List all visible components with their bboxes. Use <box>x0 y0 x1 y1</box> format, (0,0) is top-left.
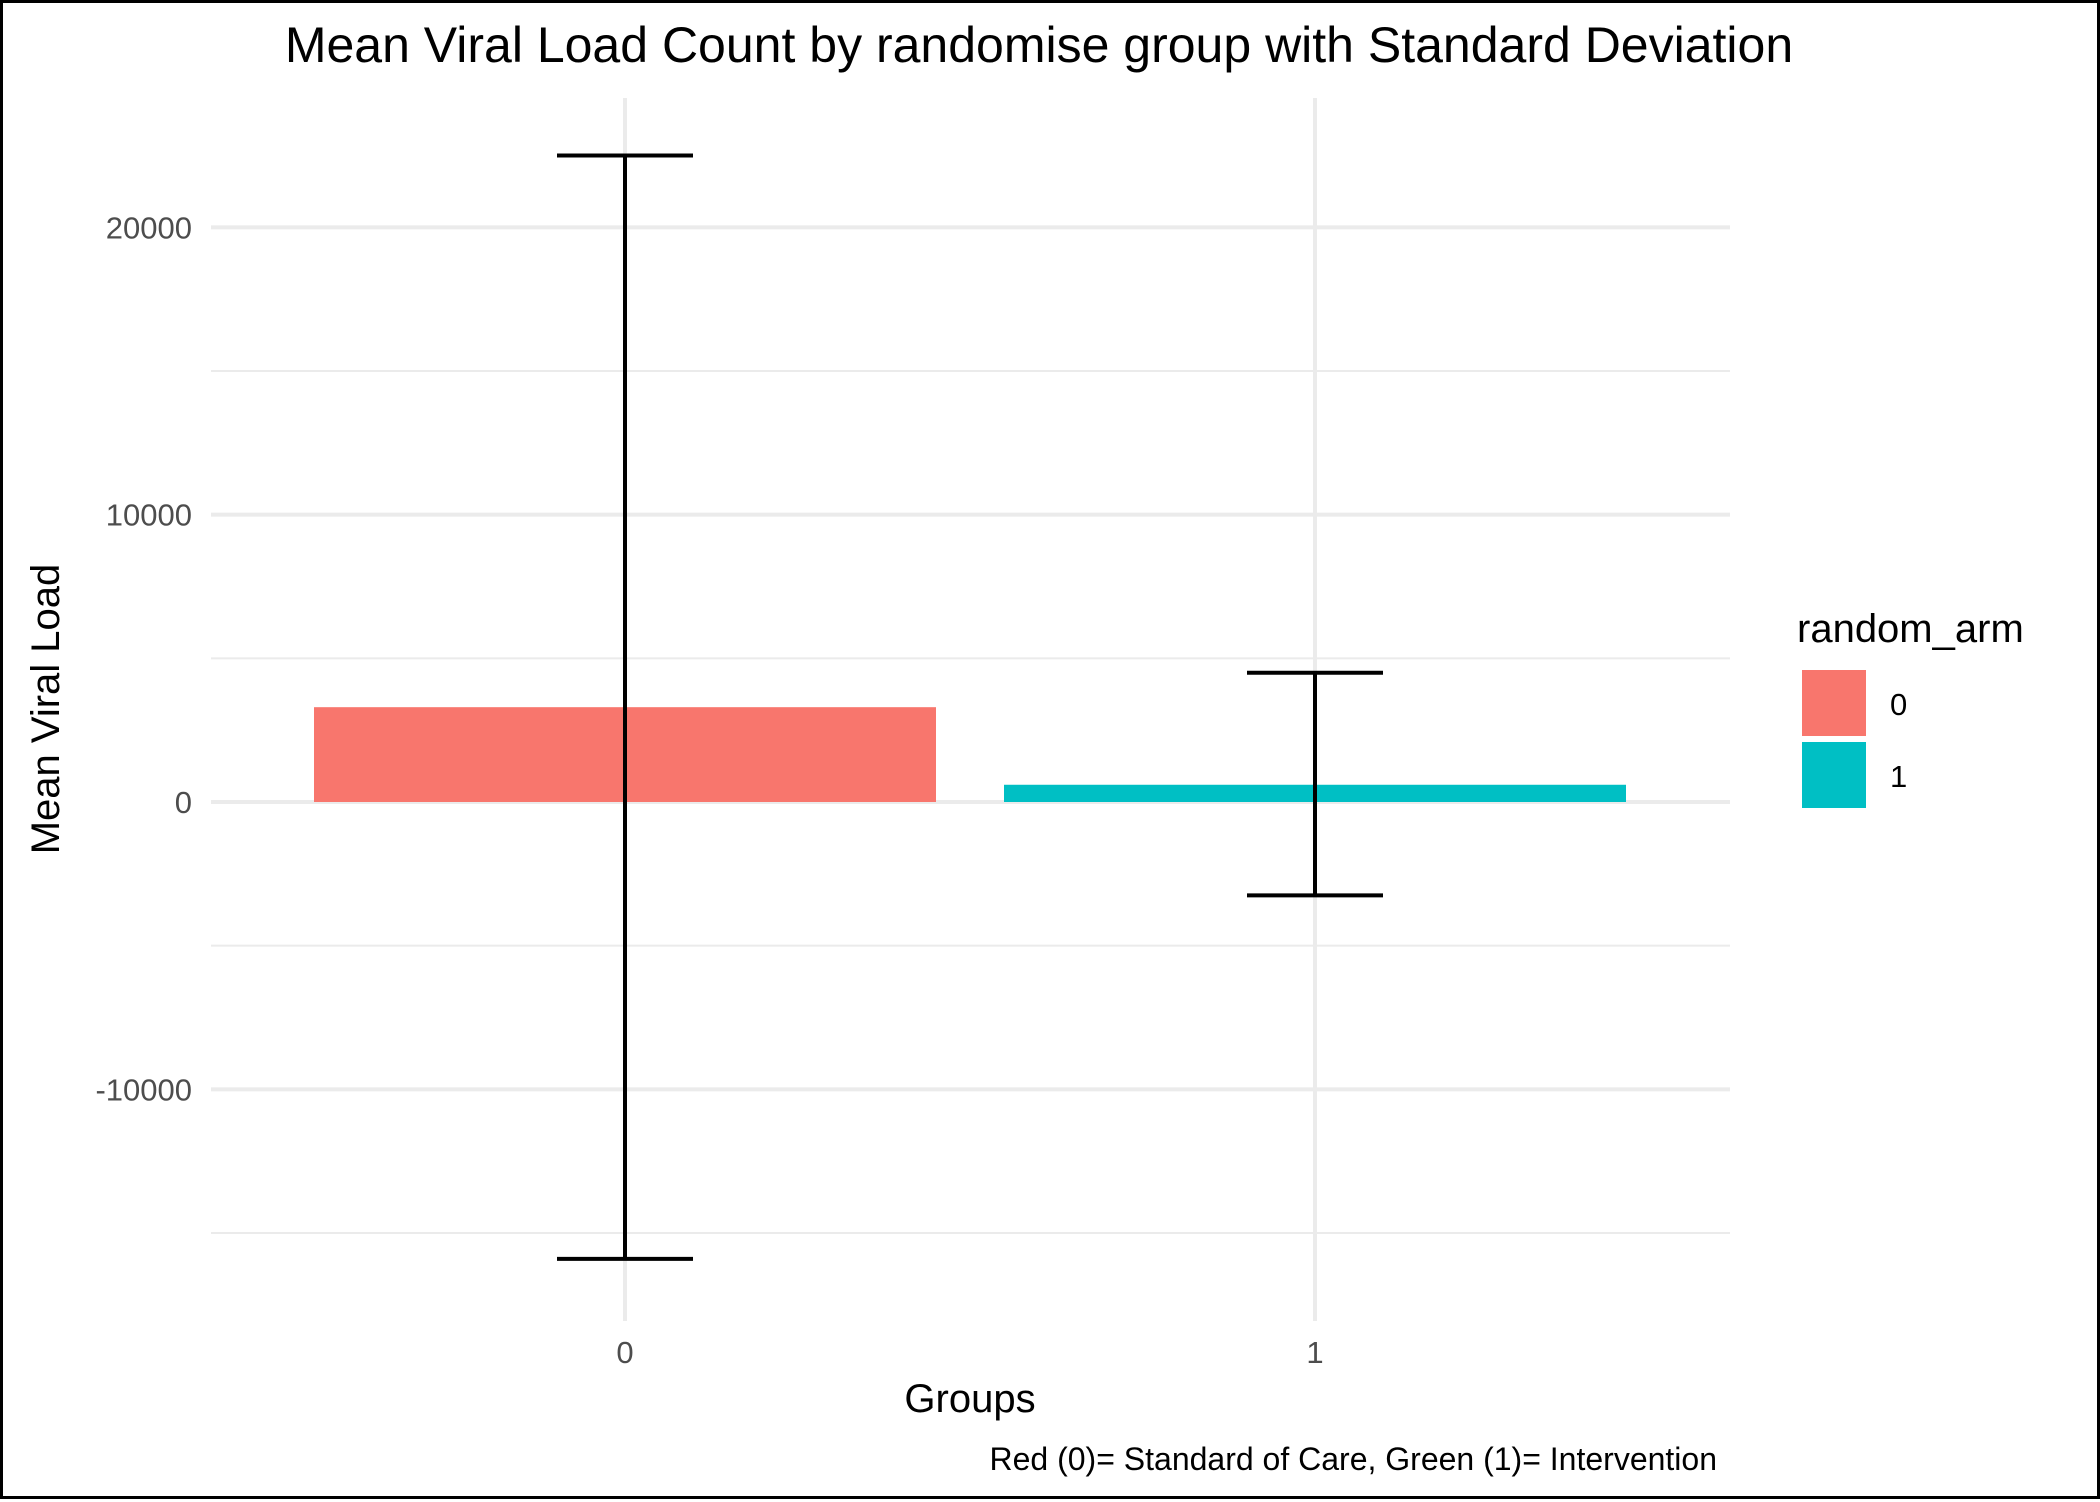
legend-items: 01 <box>1802 670 1907 808</box>
y-tick-label: 20000 <box>106 210 192 245</box>
legend-label-0: 0 <box>1890 687 1907 722</box>
chart-caption: Red (0)= Standard of Care, Green (1)= In… <box>990 1441 1718 1477</box>
legend-title: random_arm <box>1797 607 2024 651</box>
x-tick-label: 0 <box>616 1335 633 1370</box>
y-axis-ticks: -10000 0 10000 20000 <box>95 210 192 1107</box>
legend-label-1: 1 <box>1890 759 1907 794</box>
error-bars <box>557 153 1383 1261</box>
error-bar-group-0 <box>557 153 693 1261</box>
y-tick-label: 10000 <box>106 498 192 533</box>
legend: random_arm 01 <box>1797 607 2024 808</box>
chart-title: Mean Viral Load Count by randomise group… <box>285 17 1793 73</box>
y-tick-label: 0 <box>175 785 192 820</box>
error-bar-group-1 <box>1247 670 1383 898</box>
bars <box>314 707 1626 802</box>
x-axis-label: Groups <box>904 1377 1035 1421</box>
legend-swatch-1 <box>1802 742 1866 808</box>
y-tick-label: -10000 <box>95 1072 192 1107</box>
y-axis-label: Mean Viral Load <box>24 564 68 855</box>
legend-swatch-0 <box>1802 670 1866 736</box>
x-tick-label: 1 <box>1306 1335 1323 1370</box>
